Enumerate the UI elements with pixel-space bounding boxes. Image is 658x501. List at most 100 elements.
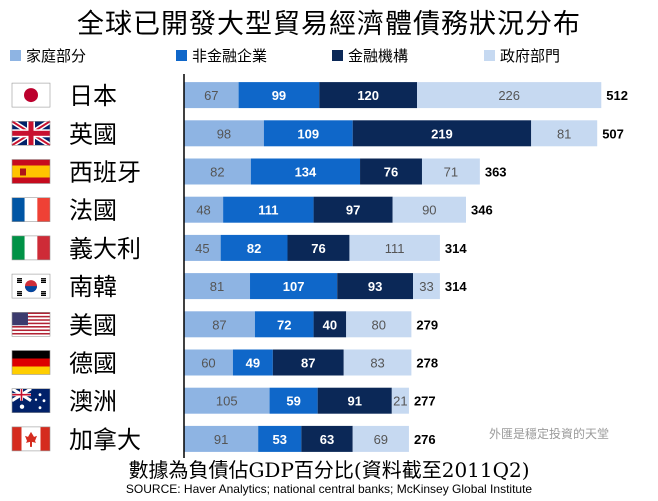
data-label: 219 <box>431 126 453 141</box>
bar-segment <box>352 425 409 452</box>
total-label: 277 <box>414 394 436 409</box>
flag-italy-icon <box>11 235 51 261</box>
total-label: 314 <box>445 279 467 294</box>
flag-spain-icon <box>11 159 51 184</box>
total-label: 276 <box>414 432 436 447</box>
bar-segment <box>317 387 392 414</box>
category-label: 德國 <box>69 350 117 378</box>
bar-segment <box>346 311 412 338</box>
chart-legend: 家庭部分 非金融企業 金融機構 政府部門 <box>10 44 650 66</box>
category-label: 澳洲 <box>69 388 117 416</box>
chart-title: 全球已開發大型貿易經濟體債務狀況分布 <box>77 9 581 40</box>
flag-uk-icon <box>10 119 52 148</box>
data-label: 93 <box>368 279 382 294</box>
bar-segment <box>343 349 412 376</box>
chart-footnote: 數據為負債佔GDP百分比(資料截至2011Q2) <box>128 458 530 482</box>
bar-segment <box>184 234 221 261</box>
data-label: 98 <box>217 126 231 141</box>
flag-canada-icon <box>11 426 51 452</box>
data-label: 67 <box>204 88 218 103</box>
category-label: 英國 <box>69 120 117 148</box>
bar-segment <box>184 387 270 414</box>
legend-item-government: 政府部門 <box>484 44 560 66</box>
data-label: 97 <box>346 203 360 218</box>
data-label: 63 <box>320 432 334 447</box>
bar-segment <box>417 82 602 109</box>
flag-australia-icon <box>11 387 51 414</box>
data-label: 120 <box>357 88 379 103</box>
bar-segment <box>238 82 320 109</box>
legend-label-financial: 金融機構 <box>348 46 409 65</box>
data-label: 111 <box>385 241 405 256</box>
bar-segment <box>258 425 302 452</box>
total-label: 363 <box>485 165 507 180</box>
data-label: 80 <box>372 317 386 332</box>
bar-segment <box>313 196 393 223</box>
category-label: 法國 <box>69 197 117 225</box>
total-label: 507 <box>602 126 624 141</box>
total-label: 279 <box>416 317 438 332</box>
bar-segment <box>272 349 344 376</box>
bar-segment <box>352 120 532 147</box>
data-label: 90 <box>422 203 436 218</box>
data-label: 48 <box>196 203 210 218</box>
bar-segment <box>263 120 353 147</box>
bar-segment <box>184 158 251 185</box>
data-label: 81 <box>210 279 224 294</box>
legend-item-financial: 金融機構 <box>332 44 408 66</box>
bar-segment <box>184 311 255 338</box>
total-label: 512 <box>606 88 628 103</box>
data-label: 87 <box>212 317 226 332</box>
legend-label-government: 政府部門 <box>500 46 561 65</box>
flag-usa-icon <box>11 311 51 337</box>
flag-japan-icon <box>11 82 51 108</box>
data-label: 45 <box>195 241 209 256</box>
data-label: 40 <box>323 317 337 332</box>
data-label: 134 <box>295 165 317 180</box>
bar-segment <box>413 273 440 300</box>
data-label: 69 <box>374 432 388 447</box>
data-label: 33 <box>419 279 433 294</box>
data-label: 87 <box>301 356 315 371</box>
data-label: 60 <box>201 356 215 371</box>
total-label: 346 <box>471 203 493 218</box>
total-label: 278 <box>416 356 438 371</box>
bar-segment <box>223 196 314 223</box>
data-label: 82 <box>247 241 261 256</box>
data-label: 59 <box>286 394 300 409</box>
data-label: 109 <box>297 126 319 141</box>
bar-segment <box>250 273 338 300</box>
bar-segment <box>313 311 347 338</box>
bar-segment <box>360 158 422 185</box>
data-label: 82 <box>210 165 224 180</box>
bar-segment <box>232 349 273 376</box>
data-label: 105 <box>216 394 238 409</box>
category-label: 南韓 <box>69 273 117 301</box>
legend-label-nonfinancial: 非金融企業 <box>192 46 268 65</box>
total-label: 314 <box>445 241 467 256</box>
flag-france-icon <box>11 197 51 222</box>
data-label: 81 <box>557 126 571 141</box>
legend-swatch-nonfinancial <box>176 49 187 61</box>
data-label: 71 <box>444 165 458 180</box>
data-label: 107 <box>283 279 305 294</box>
data-label: 91 <box>348 394 362 409</box>
bar-segment <box>184 273 251 300</box>
bar-segment <box>287 234 350 261</box>
bar-segment <box>337 273 414 300</box>
bar-segment <box>220 234 288 261</box>
bar-segment <box>184 425 259 452</box>
category-label: 西班牙 <box>69 159 141 187</box>
data-label: 21 <box>393 394 407 409</box>
category-label: 加拿大 <box>69 426 141 454</box>
legend-item-nonfinancial: 非金融企業 <box>176 44 267 66</box>
bar-segment <box>184 82 239 109</box>
category-label: 日本 <box>69 82 117 110</box>
legend-swatch-household <box>10 49 21 61</box>
bar-segment <box>250 158 361 185</box>
bar-segment <box>391 387 409 414</box>
legend-swatch-financial <box>332 49 343 61</box>
bar-segment <box>349 234 440 261</box>
category-label: 美國 <box>69 311 117 339</box>
